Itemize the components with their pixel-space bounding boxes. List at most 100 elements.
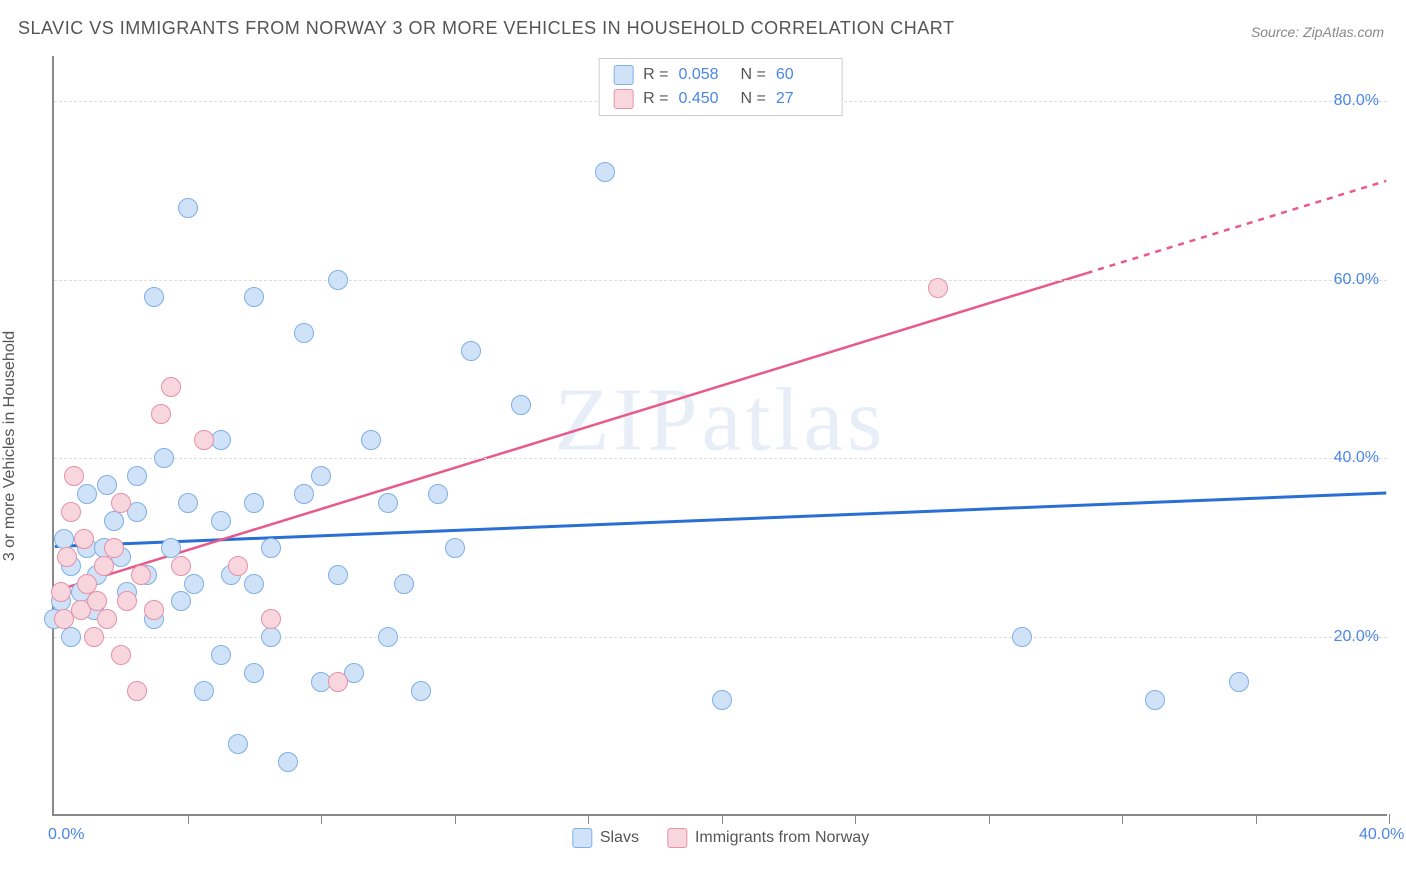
data-point bbox=[127, 681, 147, 701]
legend-item-slavs: Slavs bbox=[572, 828, 639, 848]
data-point bbox=[294, 484, 314, 504]
data-point bbox=[131, 565, 151, 585]
data-point bbox=[261, 538, 281, 558]
data-point bbox=[394, 574, 414, 594]
data-point bbox=[144, 287, 164, 307]
data-point bbox=[1145, 690, 1165, 710]
data-point bbox=[61, 502, 81, 522]
data-point bbox=[928, 278, 948, 298]
data-point bbox=[178, 493, 198, 513]
stats-row-slavs: R = 0.058 N = 60 bbox=[613, 63, 828, 87]
x-tick-mark bbox=[722, 814, 723, 824]
data-point bbox=[194, 681, 214, 701]
y-axis-label: 3 or more Vehicles in Household bbox=[1, 331, 19, 561]
data-point bbox=[228, 556, 248, 576]
data-point bbox=[411, 681, 431, 701]
data-point bbox=[94, 556, 114, 576]
x-tick-mark bbox=[1389, 814, 1390, 824]
x-tick-mark bbox=[455, 814, 456, 824]
r-value: 0.058 bbox=[679, 66, 731, 84]
x-tick-mark bbox=[989, 814, 990, 824]
y-tick-label: 60.0% bbox=[1334, 271, 1379, 289]
swatch-icon bbox=[613, 89, 633, 109]
n-value: 27 bbox=[776, 90, 828, 108]
data-point bbox=[54, 529, 74, 549]
data-point bbox=[244, 493, 264, 513]
data-point bbox=[104, 511, 124, 531]
data-point bbox=[261, 609, 281, 629]
n-label: N = bbox=[741, 66, 766, 84]
legend-label: Slavs bbox=[600, 829, 639, 847]
x-tick-mark bbox=[855, 814, 856, 824]
x-tick-mark bbox=[188, 814, 189, 824]
data-point bbox=[211, 645, 231, 665]
series-legend: Slavs Immigrants from Norway bbox=[572, 828, 869, 848]
legend-label: Immigrants from Norway bbox=[695, 829, 869, 847]
data-point bbox=[127, 466, 147, 486]
swatch-icon bbox=[572, 828, 592, 848]
data-point bbox=[77, 484, 97, 504]
n-value: 60 bbox=[776, 66, 828, 84]
data-point bbox=[261, 627, 281, 647]
data-point bbox=[84, 627, 104, 647]
data-point bbox=[294, 323, 314, 343]
data-point bbox=[171, 556, 191, 576]
data-point bbox=[151, 404, 171, 424]
data-point bbox=[445, 538, 465, 558]
data-point bbox=[712, 690, 732, 710]
x-tick-mark bbox=[588, 814, 589, 824]
data-point bbox=[428, 484, 448, 504]
data-point bbox=[461, 341, 481, 361]
data-point bbox=[244, 663, 264, 683]
r-label: R = bbox=[643, 66, 668, 84]
data-point bbox=[51, 582, 71, 602]
data-point bbox=[378, 627, 398, 647]
data-point bbox=[378, 493, 398, 513]
data-point bbox=[311, 466, 331, 486]
data-point bbox=[328, 565, 348, 585]
data-point bbox=[161, 377, 181, 397]
gridline bbox=[54, 637, 1387, 638]
legend-item-norway: Immigrants from Norway bbox=[667, 828, 869, 848]
data-point bbox=[361, 430, 381, 450]
x-tick-mark bbox=[1256, 814, 1257, 824]
swatch-icon bbox=[613, 65, 633, 85]
data-point bbox=[64, 466, 84, 486]
x-tick-label: 0.0% bbox=[48, 826, 84, 844]
x-tick-mark bbox=[1122, 814, 1123, 824]
data-point bbox=[61, 627, 81, 647]
stats-legend: R = 0.058 N = 60 R = 0.450 N = 27 bbox=[598, 58, 843, 116]
data-point bbox=[1229, 672, 1249, 692]
swatch-icon bbox=[667, 828, 687, 848]
r-label: R = bbox=[643, 90, 668, 108]
data-point bbox=[244, 287, 264, 307]
n-label: N = bbox=[741, 90, 766, 108]
y-tick-label: 40.0% bbox=[1334, 449, 1379, 467]
gridline bbox=[54, 280, 1387, 281]
stats-row-norway: R = 0.450 N = 27 bbox=[613, 87, 828, 111]
data-point bbox=[511, 395, 531, 415]
data-point bbox=[144, 600, 164, 620]
gridline bbox=[54, 458, 1387, 459]
data-point bbox=[74, 529, 94, 549]
data-point bbox=[77, 574, 97, 594]
plot-area: ZIPatlas R = 0.058 N = 60 R = 0.450 N = … bbox=[52, 56, 1387, 816]
data-point bbox=[595, 162, 615, 182]
data-point bbox=[97, 475, 117, 495]
data-point bbox=[104, 538, 124, 558]
data-point bbox=[184, 574, 204, 594]
data-point bbox=[161, 538, 181, 558]
data-point bbox=[154, 448, 174, 468]
chart-title: SLAVIC VS IMMIGRANTS FROM NORWAY 3 OR MO… bbox=[18, 18, 954, 39]
y-tick-label: 20.0% bbox=[1334, 628, 1379, 646]
data-point bbox=[328, 672, 348, 692]
data-point bbox=[97, 609, 117, 629]
data-point bbox=[111, 645, 131, 665]
data-point bbox=[57, 547, 77, 567]
data-point bbox=[211, 511, 231, 531]
data-point bbox=[328, 270, 348, 290]
data-point bbox=[171, 591, 191, 611]
x-tick-mark bbox=[321, 814, 322, 824]
data-point bbox=[244, 574, 264, 594]
data-point bbox=[278, 752, 298, 772]
